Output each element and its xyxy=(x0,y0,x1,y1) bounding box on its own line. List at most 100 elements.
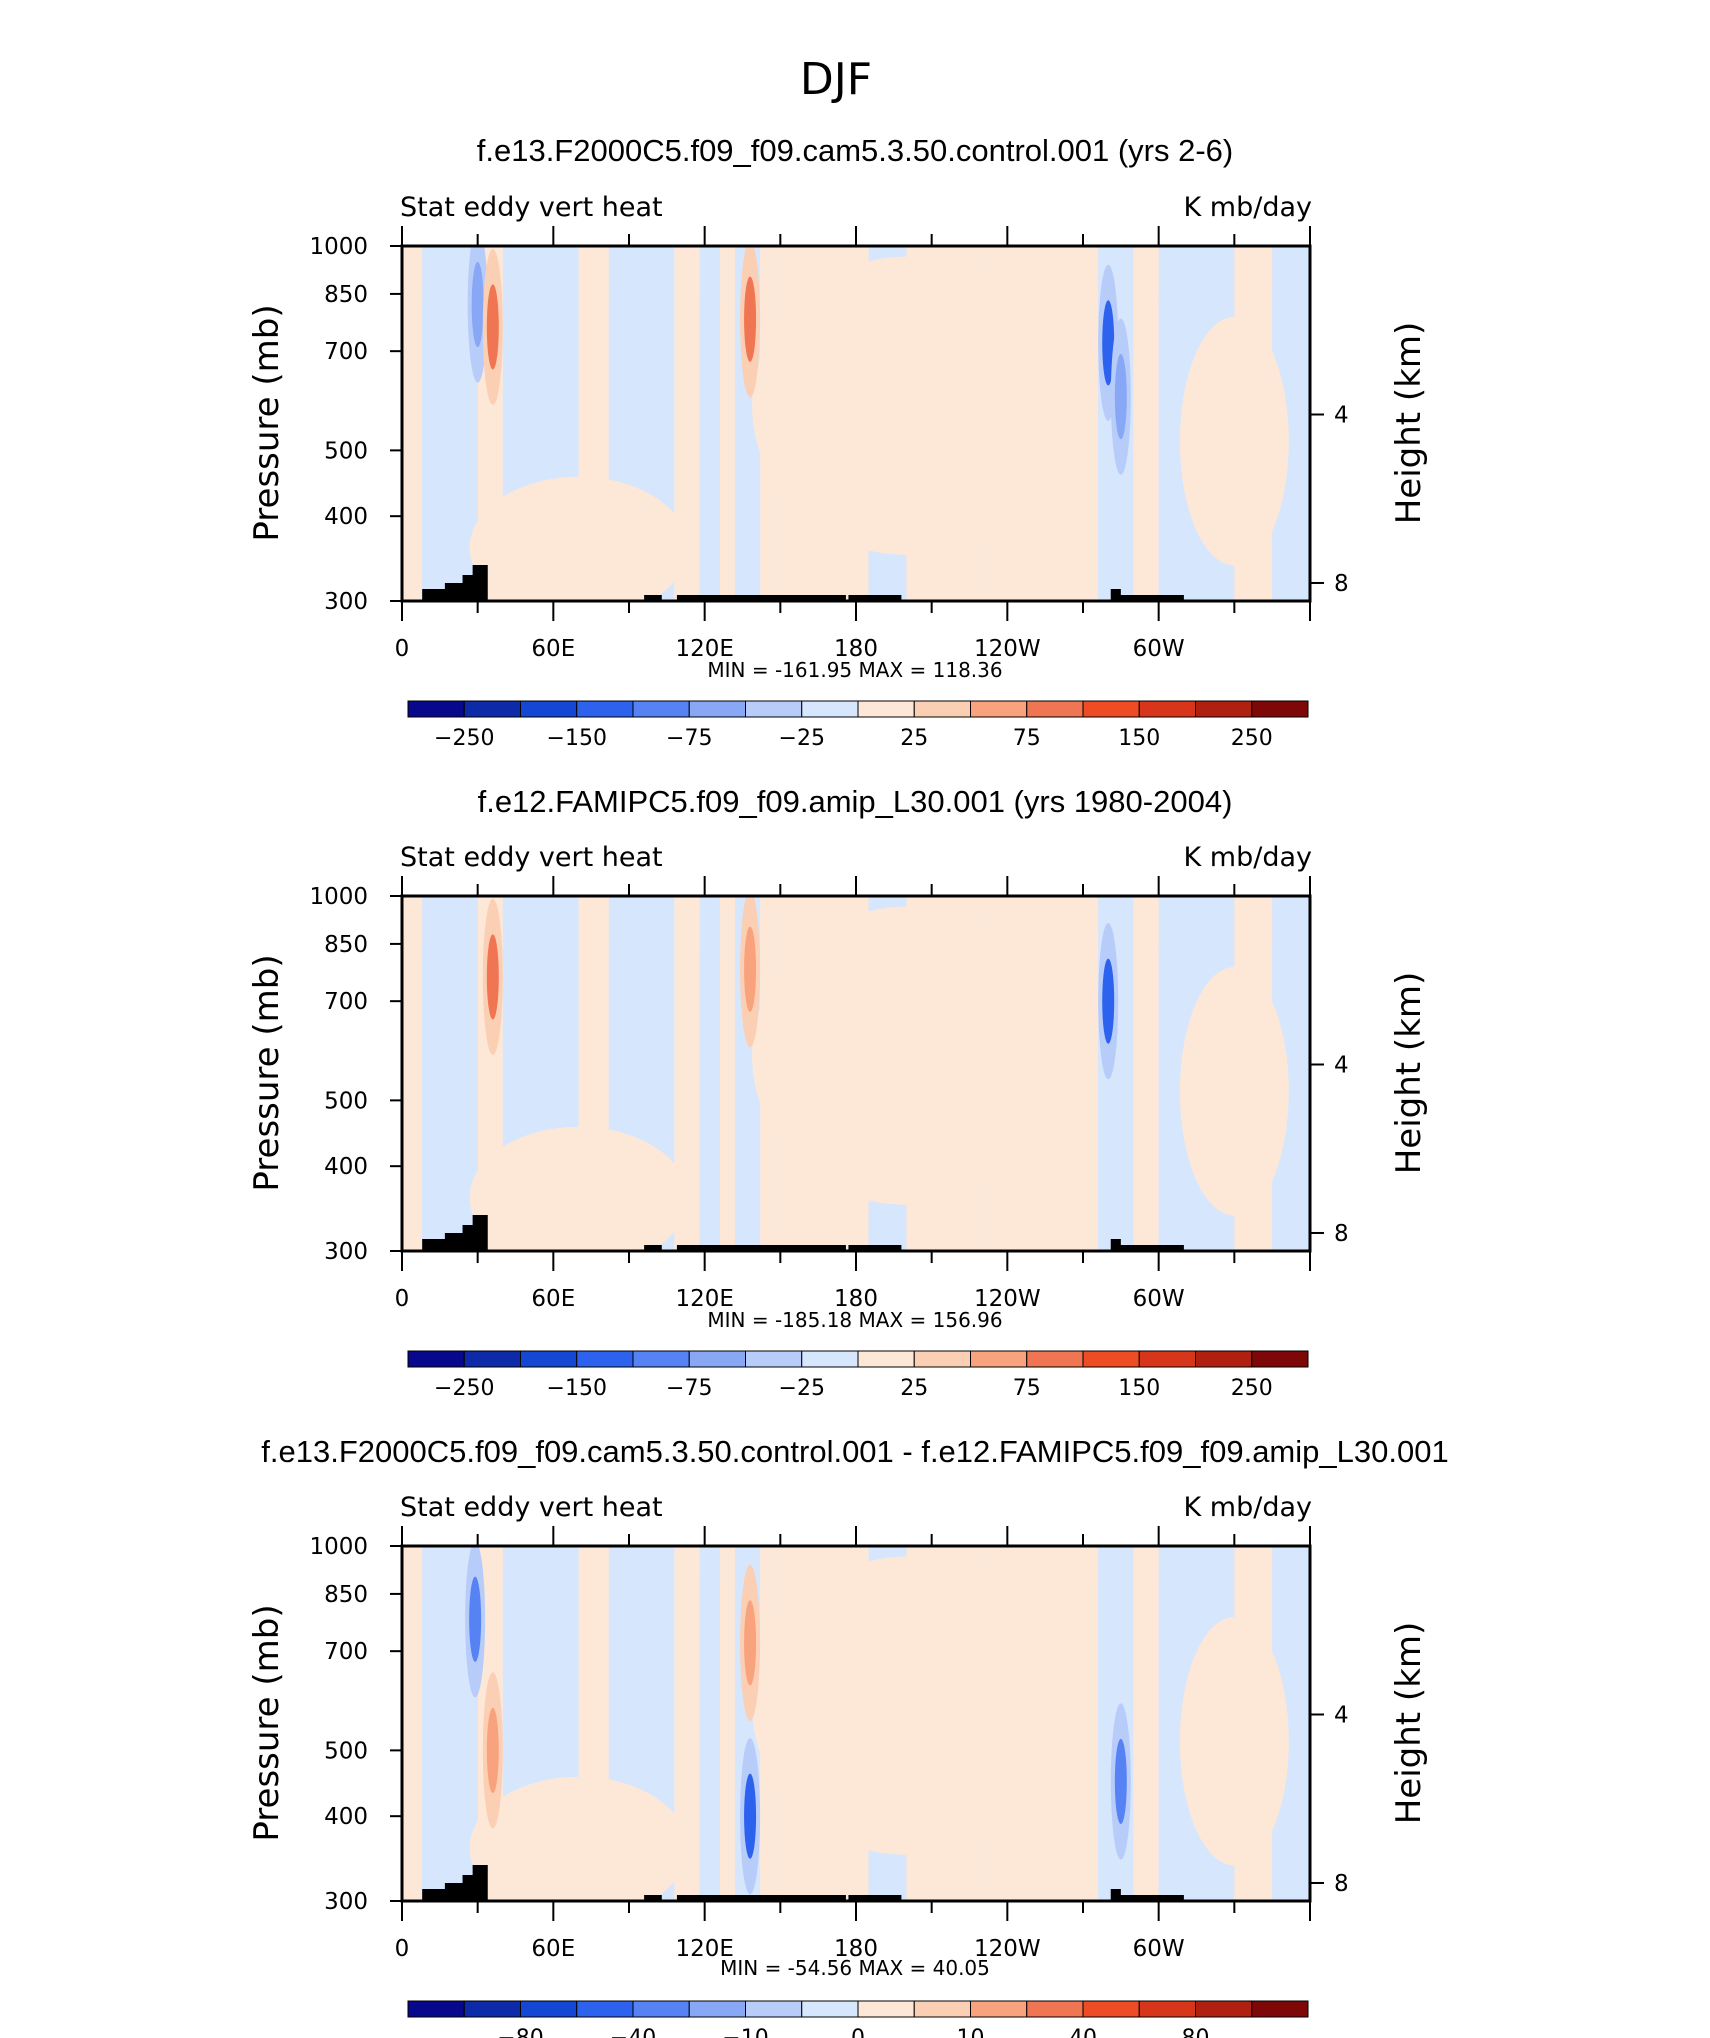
colorbar-cell xyxy=(632,700,690,718)
colorbar-label: −40 xyxy=(610,2026,656,2038)
heatmap-plot xyxy=(400,244,1312,603)
colorbar-cell xyxy=(632,1350,690,1368)
topography-block xyxy=(785,595,846,601)
y-tick-label: 850 xyxy=(324,1582,368,1608)
colorbar-cell xyxy=(970,2000,1028,2018)
colorbar-cell xyxy=(463,1350,521,1368)
y-tick-label: 300 xyxy=(324,1889,368,1915)
panel-difference: f.e13.F2000C5.f09_f09.cam5.3.50.control.… xyxy=(247,1434,1449,2038)
field-band xyxy=(719,246,735,601)
min-max-label: MIN = -161.95 MAX = 118.36 xyxy=(707,658,1002,682)
colorbar-cell xyxy=(857,700,915,718)
field-band xyxy=(402,896,423,1251)
colorbar-cell xyxy=(1138,700,1196,718)
colorbar-label: −25 xyxy=(779,1376,825,1401)
topography-block xyxy=(1110,1239,1121,1251)
y-right-tick-label: 8 xyxy=(1334,1871,1349,1897)
colorbar-label: −250 xyxy=(434,726,494,751)
x-tick-label: 0 xyxy=(395,1936,410,1962)
heatmap-plot xyxy=(400,894,1312,1253)
field-band xyxy=(422,949,438,1251)
topography-block xyxy=(472,1215,488,1251)
colorbar-cell xyxy=(520,1350,578,1368)
field-feature-core xyxy=(469,1576,482,1662)
field-band xyxy=(719,896,735,1251)
field-band xyxy=(1133,1546,1159,1901)
colorbar: −250 −150 −75 −25 25 75 150 250 xyxy=(407,1350,1309,1401)
x-tick-label: 120E xyxy=(675,1286,733,1312)
colorbar-label: −150 xyxy=(547,1376,607,1401)
colorbar-cell xyxy=(1195,700,1253,718)
x-tick-label: 120W xyxy=(974,1286,1041,1312)
x-tick-label: 60E xyxy=(531,1936,575,1962)
field-feature-core xyxy=(744,1773,757,1859)
colorbar-cell xyxy=(745,1350,803,1368)
y-axis-label: Pressure (mb) xyxy=(247,304,287,541)
field-band xyxy=(422,299,438,601)
field-band xyxy=(1133,896,1159,1251)
colorbar-cell xyxy=(1138,2000,1196,2018)
colorbar-cell xyxy=(632,2000,690,2018)
topography-block xyxy=(644,595,662,601)
y-tick-label: 850 xyxy=(324,282,368,308)
colorbar-cell xyxy=(1082,1350,1140,1368)
topography-block xyxy=(848,1895,902,1901)
field-feature-core xyxy=(486,1707,499,1793)
panel-title: f.e13.F2000C5.f09_f09.cam5.3.50.control.… xyxy=(261,1434,1448,1469)
x-tick-label: 60E xyxy=(531,1286,575,1312)
field-region xyxy=(752,1556,1061,1855)
colorbar-label: 75 xyxy=(1013,1376,1041,1401)
colorbar-label: −25 xyxy=(779,726,825,751)
min-max-label: MIN = -54.56 MAX = 40.05 xyxy=(720,1956,990,1980)
field-region xyxy=(1179,317,1289,566)
field-region xyxy=(1179,1617,1289,1866)
y-right-tick-label: 8 xyxy=(1334,1221,1349,1247)
y-right-tick-label: 4 xyxy=(1334,402,1349,428)
colorbar-label: 250 xyxy=(1231,1376,1273,1401)
x-tick-label: 180 xyxy=(834,1936,878,1962)
field-region xyxy=(469,476,688,601)
panel-right-label: K mb/day xyxy=(1184,1492,1313,1523)
panel-amip: f.e12.FAMIPC5.f09_f09.amip_L30.001 (yrs … xyxy=(247,784,1429,1401)
colorbar-cell xyxy=(576,1350,634,1368)
topography-block xyxy=(1118,1245,1184,1251)
y-axis-label: Pressure (mb) xyxy=(247,1604,287,1841)
y-tick-label: 500 xyxy=(324,1088,368,1114)
colorbar-cell xyxy=(1251,1350,1309,1368)
y-right-tick-label: 4 xyxy=(1334,1702,1349,1728)
field-band xyxy=(699,1577,720,1901)
topography-block xyxy=(1118,595,1184,601)
colorbar-label: −80 xyxy=(497,2026,543,2038)
colorbar-cell xyxy=(745,700,803,718)
colorbar-label: 75 xyxy=(1013,726,1041,751)
colorbar-label: −150 xyxy=(547,726,607,751)
colorbar-cell xyxy=(407,1350,465,1368)
colorbar-cell xyxy=(801,700,859,718)
field-feature-core xyxy=(1114,1738,1127,1825)
panel-right-label: K mb/day xyxy=(1184,842,1313,873)
colorbar-cell xyxy=(1195,2000,1253,2018)
colorbar-cell xyxy=(1251,700,1309,718)
field-band xyxy=(402,1546,423,1901)
colorbar-cell xyxy=(576,700,634,718)
topography-block xyxy=(722,1895,798,1901)
colorbar-cell xyxy=(1026,1350,1084,1368)
field-band xyxy=(699,299,720,601)
topography-block xyxy=(1118,1895,1184,1901)
colorbar-cell xyxy=(1082,700,1140,718)
colorbar-cell xyxy=(857,2000,915,2018)
topography-block xyxy=(722,595,798,601)
x-tick-label: 60E xyxy=(531,636,575,662)
colorbar-cell xyxy=(970,700,1028,718)
topography-block xyxy=(785,1895,846,1901)
y-right-tick-label: 8 xyxy=(1334,571,1349,597)
figure-title: DJF xyxy=(800,54,872,105)
colorbar-cell xyxy=(520,700,578,718)
y-tick-label: 300 xyxy=(324,589,368,615)
colorbar: −80 −40 −10 0 10 40 80 xyxy=(407,2000,1309,2038)
min-max-label: MIN = -185.18 MAX = 156.96 xyxy=(707,1308,1002,1332)
colorbar-label: 0 xyxy=(851,2026,865,2038)
field-region xyxy=(469,1776,688,1901)
y-right-tick-label: 4 xyxy=(1334,1052,1349,1078)
